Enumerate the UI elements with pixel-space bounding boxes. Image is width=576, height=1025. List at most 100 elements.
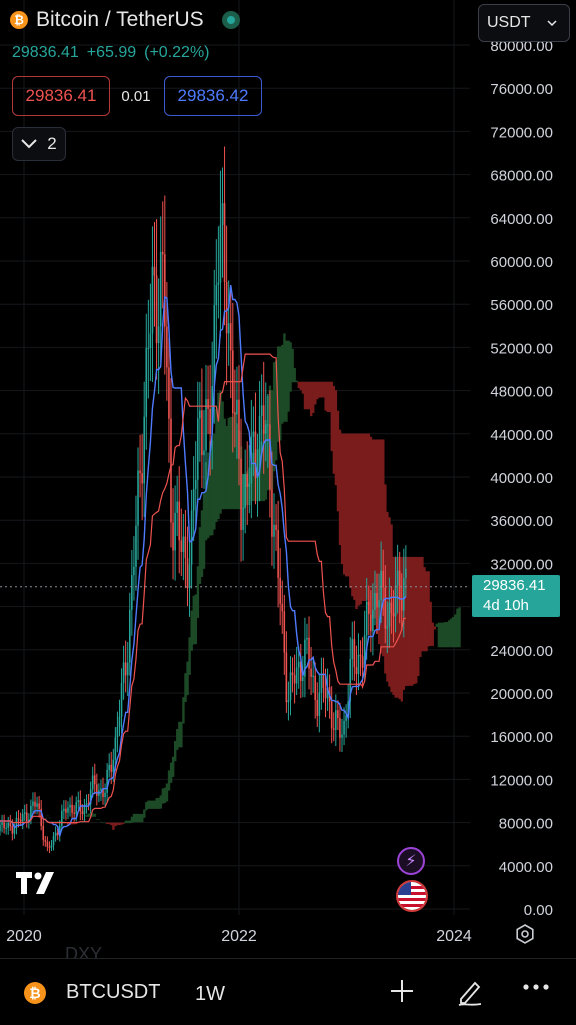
candle-body	[353, 639, 356, 668]
cloud-segment	[145, 802, 148, 811]
candle-body	[289, 672, 292, 701]
candle-body	[44, 839, 47, 842]
candle-body	[151, 266, 154, 334]
cloud-segment	[301, 381, 305, 394]
cloud-segment	[412, 556, 416, 685]
cloud-segment	[167, 770, 171, 791]
cloud-segment	[215, 409, 218, 522]
cloud-segment	[155, 797, 158, 809]
candle-body	[219, 225, 222, 283]
plus-icon[interactable]	[388, 977, 416, 1005]
candle-body	[93, 775, 96, 785]
cloud-segment	[318, 381, 321, 398]
cloud-segment	[97, 819, 101, 820]
candle-body	[126, 662, 129, 676]
cloud-segment	[227, 417, 230, 510]
candle-body	[11, 826, 14, 834]
cloud-segment	[363, 433, 366, 602]
candle-body	[310, 668, 312, 677]
us-flag-icon[interactable]	[396, 880, 428, 912]
cloud-segment	[336, 410, 340, 512]
candle-body	[194, 479, 197, 490]
candle-body	[63, 808, 65, 811]
drawing-tools-icon[interactable]	[455, 977, 485, 1007]
price-tick-label: 12000.00	[490, 772, 553, 789]
cloud-segment	[174, 741, 177, 762]
candle-body	[332, 728, 335, 730]
candle-body	[388, 602, 391, 627]
candle-body	[365, 601, 368, 636]
candle-body	[201, 410, 203, 456]
symbol-selector[interactable]: ₿ BTCUSDT	[24, 981, 160, 1004]
candle-body	[77, 800, 80, 803]
price-tick-label: 24000.00	[490, 643, 553, 660]
candle-body	[324, 688, 327, 699]
candle-body	[205, 399, 207, 451]
cloud-segment	[373, 439, 377, 619]
cloud-segment	[62, 821, 66, 822]
candle-body	[104, 792, 106, 798]
candle-body	[186, 558, 189, 589]
cloud-segment	[359, 433, 362, 605]
candle-body	[50, 844, 53, 848]
cloud-segment	[274, 360, 278, 461]
candle-body	[56, 832, 59, 835]
cloud-segment	[219, 390, 222, 514]
settings-icon[interactable]	[513, 922, 537, 946]
cloud-segment	[252, 452, 255, 502]
cloud-segment	[443, 622, 447, 648]
symbol-code: BTCUSDT	[66, 981, 161, 1003]
candle-body	[262, 405, 265, 434]
candle-body	[283, 611, 286, 653]
candle-body	[199, 410, 201, 419]
cloud-segment	[429, 601, 432, 646]
cloud-segment	[345, 433, 348, 577]
candle-body	[277, 530, 279, 578]
cloud-segment	[445, 622, 449, 648]
cloud-segment	[305, 381, 309, 410]
candle-body	[258, 415, 261, 473]
market-open-icon	[221, 11, 240, 29]
buy-button[interactable]: 29836.42	[164, 76, 262, 116]
cloud-segment	[134, 813, 138, 823]
price-chart[interactable]: 80000.00 76000.00 72000.00 68000.00 64000.00…	[0, 0, 576, 958]
cloud-segment	[171, 756, 175, 777]
candle-body	[143, 416, 146, 484]
candle-body	[3, 822, 5, 829]
candle-body	[182, 536, 185, 553]
candle-body	[32, 801, 34, 806]
lightning-icon[interactable]: ⚡	[397, 847, 425, 875]
price-tick-label: 0.00	[524, 902, 553, 919]
ichimoku-lines	[0, 284, 407, 837]
candle-body	[374, 593, 376, 610]
candle-body	[302, 676, 304, 681]
candle-body	[244, 474, 246, 508]
symbol-title[interactable]: Bitcoin / TetherUS	[36, 8, 204, 31]
sell-button[interactable]: 29836.41	[12, 76, 110, 116]
tenkan-line	[0, 284, 407, 837]
cloud-segment	[340, 433, 344, 565]
candle-body	[1, 822, 3, 825]
bitcoin-icon: ₿	[10, 11, 28, 29]
cloud-segment	[307, 381, 311, 410]
cloud-segment	[427, 571, 430, 647]
cloud-segment	[75, 822, 78, 825]
price-tick-label: 8000.00	[499, 816, 553, 833]
cloud-segment	[147, 800, 150, 809]
price-axis: 80000.00 76000.00 72000.00 68000.00 64000.00…	[490, 38, 553, 919]
indicators-toggle[interactable]: 2	[12, 127, 66, 161]
candle-body	[15, 818, 18, 829]
candle-body	[23, 812, 26, 815]
candle-body	[295, 667, 298, 684]
cloud-segment	[79, 822, 82, 823]
candle-body	[215, 285, 218, 306]
bottom-toolbar: ₿ BTCUSDT 1W	[0, 958, 576, 1025]
cloud-segment	[149, 800, 152, 809]
currency-select[interactable]: USDT	[478, 4, 570, 42]
symbol-header[interactable]: ₿ Bitcoin / TetherUS	[10, 8, 240, 32]
candle-body	[264, 424, 267, 434]
timeframe-selector[interactable]: 1W	[195, 983, 225, 1005]
candle-body	[38, 803, 40, 809]
cloud-segment	[458, 607, 461, 648]
more-icon[interactable]	[522, 983, 550, 991]
